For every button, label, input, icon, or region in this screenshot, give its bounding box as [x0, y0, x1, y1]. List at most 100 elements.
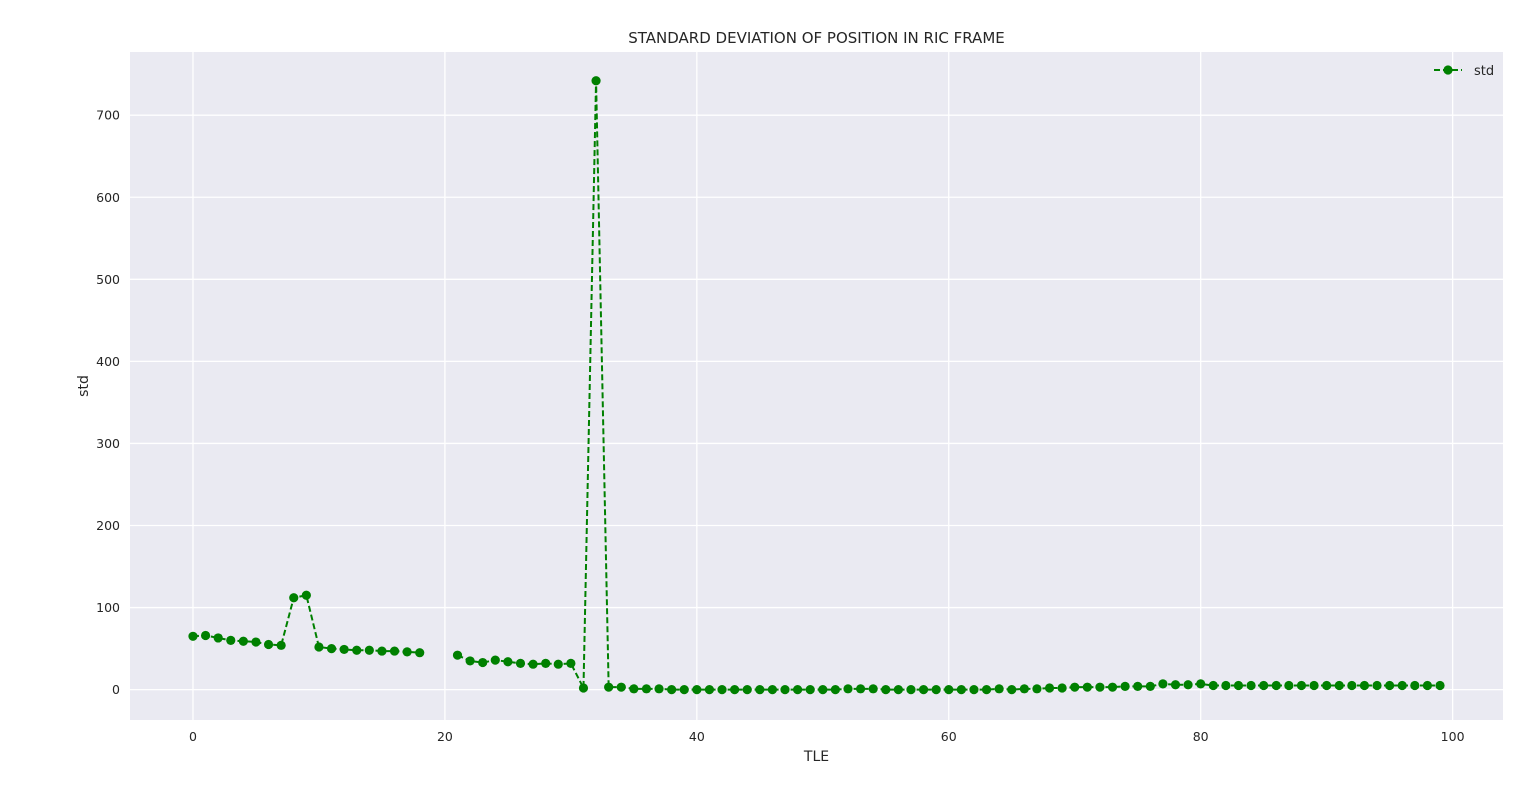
y-tick-label: 500 [96, 272, 120, 287]
data-point [238, 636, 248, 646]
grid-lines [130, 52, 1503, 720]
data-point [1397, 680, 1407, 691]
data-point [1070, 682, 1080, 692]
data-point [452, 650, 463, 660]
data-point [1170, 680, 1181, 690]
data-point [276, 640, 286, 650]
data-point [717, 685, 727, 695]
data-point [490, 655, 500, 665]
data-point [1422, 680, 1433, 691]
data-point [1082, 682, 1092, 692]
data-point [200, 630, 211, 641]
data-point [289, 593, 299, 603]
data-point [1196, 679, 1206, 689]
data-point [843, 684, 853, 694]
data-point [1019, 684, 1029, 694]
data-point [541, 658, 551, 668]
data-point [1334, 680, 1344, 691]
data-point [591, 76, 601, 86]
data-point [478, 657, 488, 668]
data-point [830, 685, 840, 695]
data-point [641, 684, 652, 694]
data-point [956, 685, 966, 695]
data-point [855, 684, 866, 694]
data-point [1208, 680, 1218, 691]
data-point [1372, 680, 1382, 691]
y-tick-label: 300 [96, 436, 120, 451]
data-point [1259, 680, 1269, 691]
data-point [1145, 681, 1155, 691]
data-point [1246, 680, 1256, 691]
data-point [1158, 679, 1168, 689]
data-point [755, 685, 765, 695]
data-point [301, 590, 311, 600]
data-point [1296, 680, 1307, 691]
data-point [1107, 682, 1118, 692]
data-point [326, 644, 337, 654]
data-point [1271, 680, 1281, 691]
x-tick-label: 60 [941, 729, 957, 744]
data-point [730, 685, 740, 695]
legend: std [1434, 64, 1494, 79]
data-point [742, 685, 752, 695]
y-tick-label: 400 [96, 354, 120, 369]
data-point [893, 685, 903, 695]
y-tick-label: 200 [96, 518, 120, 533]
data-point [1044, 683, 1055, 693]
data-point [868, 684, 878, 694]
data-point [881, 685, 891, 695]
data-point [528, 659, 538, 669]
data-point [465, 656, 475, 666]
data-point [1007, 685, 1017, 695]
y-axis-ticks: 0 100 200 300 400 500 600 700 [96, 108, 120, 697]
x-tick-label: 40 [689, 729, 705, 744]
x-tick-label: 100 [1441, 729, 1465, 744]
data-point [415, 648, 425, 658]
data-point [767, 685, 778, 695]
y-tick-label: 100 [96, 600, 120, 615]
chart-title: STANDARD DEVIATION OF POSITION IN RIC FR… [628, 29, 1005, 47]
data-point [402, 647, 412, 657]
legend-marker [1443, 65, 1453, 75]
data-point [818, 685, 828, 695]
data-point [667, 685, 677, 695]
data-point [226, 635, 236, 645]
data-point [1120, 681, 1130, 691]
data-point [389, 646, 400, 656]
series-layer [188, 76, 1445, 695]
data-point [1435, 680, 1445, 691]
data-point [629, 684, 639, 694]
x-axis-ticks: 0 20 40 60 80 100 [189, 729, 1465, 744]
plot-area [130, 52, 1503, 720]
data-point [553, 659, 563, 669]
data-point [604, 682, 614, 692]
data-point [1359, 680, 1370, 691]
data-point [352, 645, 362, 655]
data-point [263, 639, 274, 650]
legend-label: std [1474, 64, 1494, 79]
data-point [503, 657, 513, 667]
data-point [994, 684, 1004, 694]
data-point [793, 685, 803, 695]
data-point [1095, 682, 1105, 692]
y-tick-label: 700 [96, 108, 120, 123]
data-point [679, 685, 689, 695]
data-point [213, 633, 223, 643]
data-point [981, 685, 992, 695]
data-point [704, 685, 715, 695]
x-tick-label: 0 [189, 729, 197, 744]
data-point [1057, 683, 1067, 693]
data-point [616, 682, 626, 692]
data-point [188, 631, 198, 641]
data-point [1032, 684, 1042, 694]
data-point [780, 685, 790, 695]
y-axis-label: std [76, 375, 92, 397]
data-point [377, 646, 387, 656]
data-point [515, 658, 526, 668]
data-point [566, 658, 576, 668]
x-tick-label: 80 [1193, 729, 1209, 744]
data-point [364, 645, 374, 655]
data-point [969, 685, 979, 695]
data-point [1221, 680, 1231, 691]
